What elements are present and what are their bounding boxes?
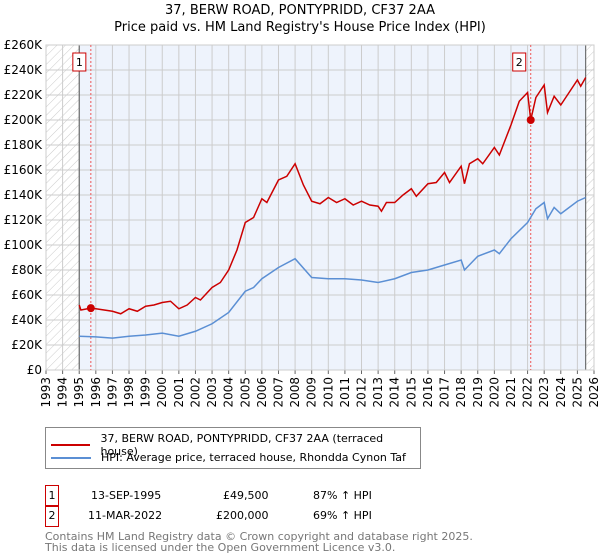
- series-line: [79, 196, 587, 339]
- sale-point: [526, 116, 535, 124]
- sale-marker-badge: 2: [45, 505, 59, 527]
- y-tick-label: £220K: [4, 88, 44, 102]
- data-period-shading: [79, 45, 586, 370]
- y-tick-label: £140K: [4, 188, 44, 202]
- x-tick-label: 2009: [305, 377, 319, 408]
- x-tick-label: 2004: [222, 377, 236, 408]
- x-tick-label: 2010: [321, 377, 335, 408]
- x-tick-label: 2023: [537, 377, 551, 408]
- x-tick-label: 2019: [471, 377, 485, 408]
- x-tick-label: 2015: [404, 377, 418, 408]
- sale-price: £49,500: [223, 489, 269, 502]
- x-tick-label: 2005: [238, 377, 252, 408]
- footer: Contains HM Land Registry data © Crown c…: [45, 531, 473, 553]
- x-tick-label: 2007: [271, 377, 285, 408]
- footer-copyright: Contains HM Land Registry data © Crown c…: [45, 530, 473, 543]
- x-tick-label: 1997: [105, 377, 119, 408]
- x-tick-label: 1995: [72, 377, 86, 408]
- x-tick-label: 2017: [438, 377, 452, 408]
- x-tick-label: 2018: [454, 377, 468, 408]
- y-tick-label: £260K: [4, 38, 44, 52]
- legend-swatch-property: [51, 444, 91, 446]
- legend-label-hpi: HPI: Average price, terraced house, Rhon…: [101, 451, 406, 464]
- sale-marker-badge: 1: [45, 485, 59, 507]
- x-tick-label: 2012: [355, 377, 369, 408]
- chart-title: 37, BERW ROAD, PONTYPRIDD, CF37 2AA: [165, 3, 435, 18]
- x-tick-label: 2006: [255, 377, 269, 408]
- x-tick-label: 2024: [554, 377, 568, 408]
- x-tick-label: 2002: [188, 377, 202, 408]
- series-line: [78, 77, 587, 315]
- sale-date: 11-MAR-2022: [88, 509, 163, 522]
- footer-license: This data is licensed under the Open Gov…: [45, 541, 396, 554]
- chart-subtitle: Price paid vs. HM Land Registry's House …: [114, 20, 486, 35]
- y-tick-label: £60K: [11, 288, 43, 302]
- sale-date: 13-SEP-1995: [91, 489, 162, 502]
- y-tick-label: £120K: [4, 213, 44, 227]
- sale-label: 2: [516, 56, 523, 69]
- x-tick-label: 1993: [39, 377, 53, 408]
- y-tick-label: £0: [27, 363, 42, 377]
- x-tick-label: 1998: [122, 377, 136, 408]
- sale-hpi-delta: 69% ↑ HPI: [313, 509, 372, 522]
- x-tick-label: 1999: [139, 377, 153, 408]
- legend-swatch-hpi: [51, 456, 91, 459]
- x-tick-label: 2008: [288, 377, 302, 408]
- sale-price: £200,000: [216, 509, 269, 522]
- y-tick-label: £180K: [4, 138, 44, 152]
- x-tick-label: 2001: [172, 377, 186, 408]
- sale-label-box: [72, 52, 87, 72]
- x-tick-label: 2013: [371, 377, 385, 408]
- x-tick-label: 2022: [521, 377, 535, 408]
- y-tick-label: £40K: [11, 313, 43, 327]
- x-tick-label: 2003: [205, 377, 219, 408]
- x-tick-label: 2000: [155, 377, 169, 408]
- sale-row: 2 11-MAR-2022 £200,000 69% ↑ HPI: [45, 505, 600, 527]
- y-tick-label: £160K: [4, 163, 44, 177]
- x-tick-label: 2016: [421, 377, 435, 408]
- sale-row: 1 13-SEP-1995 £49,500 87% ↑ HPI: [45, 485, 600, 507]
- y-tick-label: £200K: [4, 113, 44, 127]
- y-tick-label: £20K: [11, 338, 43, 352]
- x-tick-label: 2020: [487, 377, 501, 408]
- x-tick-label: 2025: [570, 377, 584, 408]
- sale-label-box: [512, 52, 527, 72]
- no-data-region-after: [585, 45, 594, 370]
- x-tick-label: 2021: [504, 377, 518, 408]
- plot-border: [45, 44, 595, 371]
- legend: 37, BERW ROAD, PONTYPRIDD, CF37 2AA (ter…: [45, 427, 421, 469]
- x-tick-label: 1996: [89, 377, 103, 408]
- sale-point: [86, 304, 95, 313]
- y-tick-label: £80K: [11, 263, 43, 277]
- x-tick-label: 1994: [56, 377, 70, 408]
- y-tick-label: £240K: [4, 63, 44, 77]
- price-chart: 1993 1994 1995 1996 1997 1998 1999 2000 2001 2002…: [4, 38, 600, 408]
- legend-label-property: 37, BERW ROAD, PONTYPRIDD, CF37 2AA (ter…: [100, 432, 384, 458]
- x-tick-label: 2026: [587, 377, 600, 408]
- x-tick-label: 2014: [388, 377, 402, 408]
- sale-label: 1: [76, 56, 83, 69]
- x-tick-label: 2011: [338, 377, 352, 408]
- y-tick-label: £100K: [4, 238, 44, 252]
- sale-hpi-delta: 87% ↑ HPI: [313, 489, 372, 502]
